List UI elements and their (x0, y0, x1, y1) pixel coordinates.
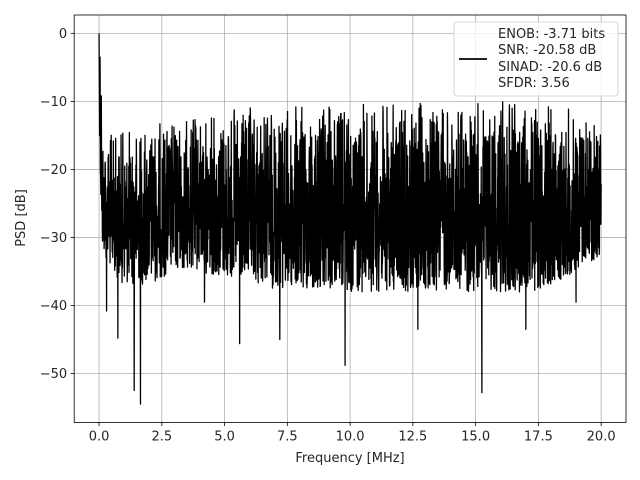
legend: ENOB: -3.71 bits SNR: -20.58 dB SINAD: -… (453, 21, 619, 97)
x-axis-label: Frequency [MHz] (295, 451, 404, 466)
y-tick-label: 0 (59, 27, 67, 42)
legend-line-snr: SNR: -20.58 dB (498, 43, 596, 58)
y-tick-label: −20 (40, 163, 67, 178)
x-tick-label: 15.0 (461, 430, 490, 445)
x-tick-label: 12.5 (398, 430, 427, 445)
legend-line-sfdr: SFDR: 3.56 (498, 76, 570, 91)
psd-series-line (98, 33, 602, 405)
x-tick-label: 5.0 (214, 430, 235, 445)
y-axis-label: PSD [dB] (14, 189, 29, 247)
plot-layer (98, 33, 602, 405)
legend-box (453, 21, 619, 97)
legend-line-enob: ENOB: -3.71 bits (498, 27, 605, 42)
x-tick-label: 7.5 (277, 430, 298, 445)
x-tick-label: 0.0 (89, 430, 110, 445)
legend-line-sinad: SINAD: -20.6 dB (498, 60, 602, 75)
x-tick-label: 20.0 (587, 430, 616, 445)
y-tick-label: −50 (40, 367, 67, 382)
y-tick-label: −10 (40, 95, 67, 110)
y-tick-label: −40 (40, 299, 67, 314)
ticks-layer: 0.0 2.5 5.0 7.5 10.0 12.5 15.0 17.5 20.0 0 −10 −20 −… (40, 27, 616, 445)
y-tick-label: −30 (40, 231, 67, 246)
x-tick-label: 10.0 (336, 430, 365, 445)
x-tick-label: 17.5 (524, 430, 553, 445)
x-tick-label: 2.5 (151, 430, 172, 445)
